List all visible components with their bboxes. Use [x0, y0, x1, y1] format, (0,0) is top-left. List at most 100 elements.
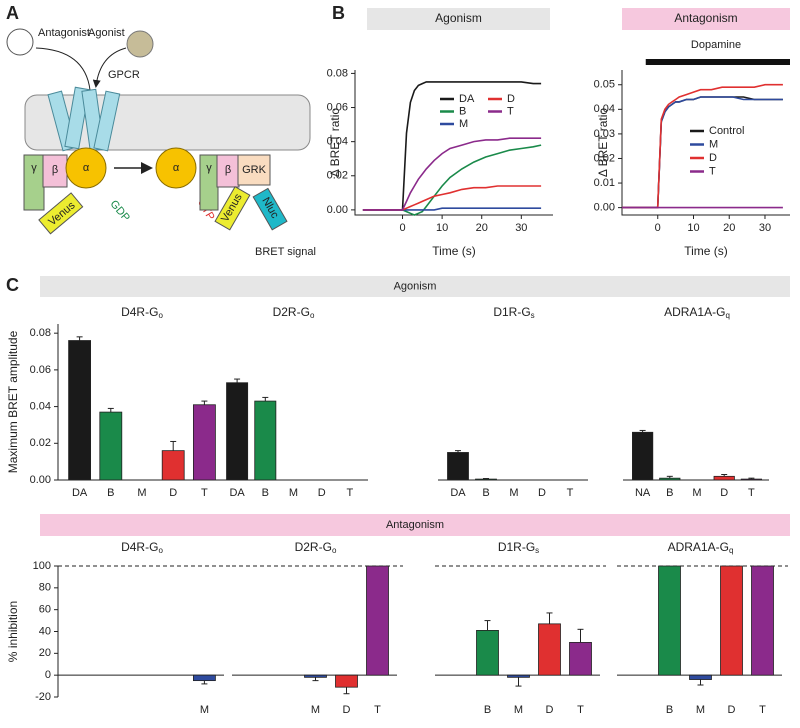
label: β — [52, 164, 58, 176]
label: α — [173, 162, 180, 174]
agonist-icon — [126, 30, 154, 58]
x-tick-label: NA — [635, 487, 651, 499]
chart-header — [367, 8, 550, 30]
y-tick-label: 0.08 — [30, 327, 51, 339]
title-main: D4R-G — [121, 305, 158, 319]
label: GPCR — [108, 69, 140, 81]
diagram: Antagonist Agonist GPCR γ β α Venus GDP … — [6, 27, 316, 258]
x-tick-label: D — [538, 487, 546, 499]
y-tick-label: 0.00 — [327, 204, 348, 216]
x-tick-label: B — [107, 487, 114, 499]
label: γ — [31, 162, 37, 174]
legend-label: DA — [459, 93, 475, 105]
alpha — [65, 147, 107, 189]
chart-title: Antagonism — [674, 11, 737, 25]
y-tick-label: 0.02 — [594, 152, 615, 164]
legend-label: D — [507, 93, 515, 105]
bar — [68, 340, 91, 481]
y-tick-label: 0.05 — [594, 79, 615, 91]
axis-frame — [621, 70, 790, 216]
panel-label: C — [6, 275, 19, 295]
x-tick-label: 0 — [399, 222, 405, 234]
y-tick-label: 20 — [39, 647, 51, 659]
legend-label: Control — [709, 125, 744, 137]
y-tick-label: 0.02 — [327, 170, 348, 182]
y-tick-label: 0.08 — [327, 67, 348, 79]
y-axis-label: Maximum BRET amplitude — [6, 330, 20, 473]
bar — [192, 404, 216, 481]
series-line — [362, 207, 542, 211]
x-tick-label: M — [289, 487, 298, 499]
label: Antagonist — [38, 27, 90, 39]
label: GDP — [107, 198, 132, 224]
bar — [720, 565, 743, 676]
x-axis-label: Time (s) — [432, 244, 476, 258]
y-tick-label: 0.06 — [30, 364, 51, 376]
series-line — [362, 185, 542, 211]
x-tick-label: M — [692, 487, 701, 499]
title-main: ADRA1A-G — [668, 540, 729, 554]
x-tick-label: B — [262, 487, 269, 499]
grk — [237, 154, 271, 186]
panel-label: B — [332, 3, 345, 23]
bar — [226, 382, 249, 481]
label: γ — [206, 162, 212, 174]
x-tick-label: 30 — [515, 222, 527, 234]
title-sub: q — [725, 311, 729, 320]
receptor — [47, 86, 121, 152]
series-line — [622, 96, 783, 209]
bar — [304, 674, 327, 678]
x-tick-label: T — [374, 704, 381, 716]
antagonist-icon — [6, 28, 34, 56]
title-sub: s — [531, 311, 535, 320]
arrow — [35, 47, 91, 91]
bar — [366, 565, 389, 676]
bar — [713, 475, 735, 481]
x-tick-label: M — [696, 704, 705, 716]
bar — [475, 478, 497, 481]
chart-title: ADRA1A-Gq — [664, 305, 730, 320]
section-title: Antagonism — [386, 519, 444, 531]
label: α — [83, 162, 90, 174]
x-tick-label: D — [720, 487, 728, 499]
stimulus-bar — [645, 59, 790, 65]
x-tick-label: T — [748, 487, 755, 499]
bar — [740, 478, 763, 481]
y-tick-label: 80 — [39, 582, 51, 594]
series-line — [622, 83, 783, 209]
bar — [161, 450, 185, 481]
y-tick-label: 0 — [45, 669, 51, 681]
x-tick-label: M — [311, 704, 320, 716]
x-tick-label: D — [343, 704, 351, 716]
x-tick-label: D — [318, 487, 326, 499]
bar — [569, 642, 592, 676]
bar — [335, 674, 358, 688]
x-tick-label: DA — [229, 487, 245, 499]
title-sub: o — [332, 546, 337, 555]
bar — [658, 565, 681, 676]
title-sub: o — [158, 311, 163, 320]
bar — [632, 431, 654, 481]
title-main: D4R-G — [121, 540, 158, 554]
x-tick-label: 30 — [759, 222, 771, 234]
legend-label: T — [507, 105, 514, 117]
alpha — [155, 147, 197, 189]
chart-header — [622, 8, 790, 30]
bar — [254, 400, 277, 481]
chart-title: Agonism — [435, 11, 482, 25]
legend-label: M — [709, 138, 718, 150]
x-tick-label: 0 — [655, 222, 661, 234]
series-line — [622, 96, 783, 209]
title-sub: s — [535, 546, 539, 555]
x-tick-label: DA — [72, 487, 88, 499]
title-main: D1R-G — [498, 540, 535, 554]
y-tick-label: 0.06 — [327, 101, 348, 113]
venus — [38, 192, 84, 235]
x-tick-label: M — [137, 487, 146, 499]
series-line — [362, 144, 542, 216]
chart-title: D2R-Go — [295, 540, 337, 555]
x-tick-label: 10 — [436, 222, 448, 234]
y-tick-label: 100 — [33, 560, 51, 572]
x-tick-label: T — [759, 704, 766, 716]
